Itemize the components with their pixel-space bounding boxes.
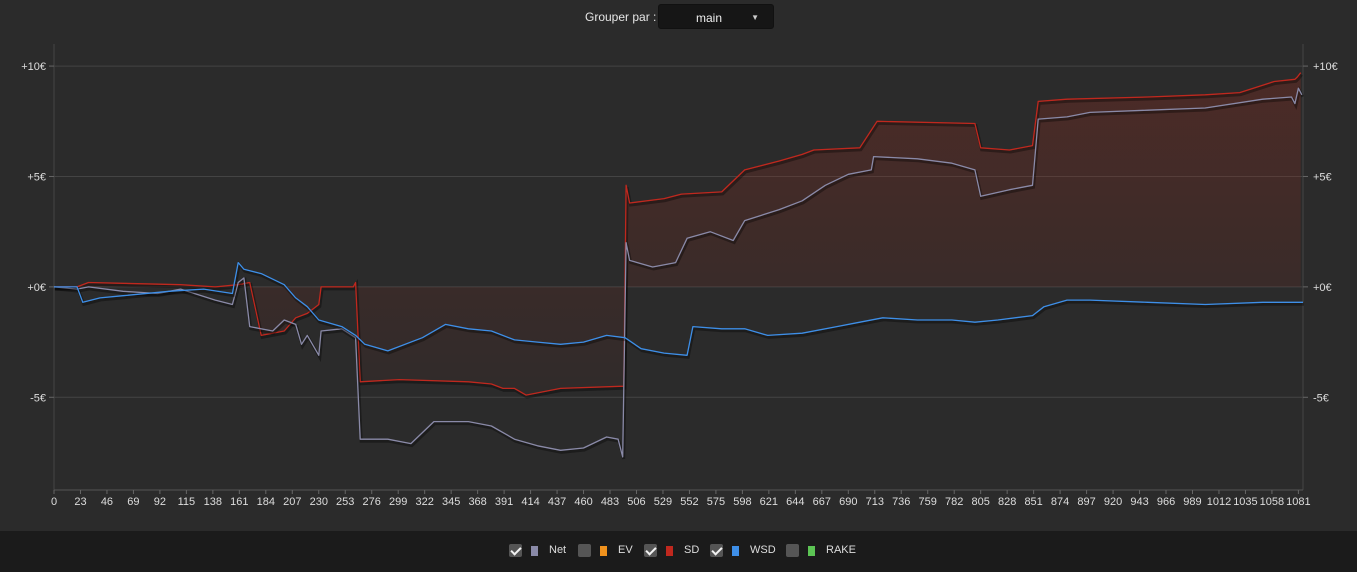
x-tick-label-23: 529 [654, 496, 672, 508]
y-tick-label-right-0: +10€ [1313, 61, 1338, 73]
x-tick-label-12: 276 [363, 496, 381, 508]
legend-label-wsd: WSD [750, 544, 776, 556]
x-tick-label-40: 920 [1104, 496, 1122, 508]
legend: Net EV SD WSD RAKE [0, 531, 1357, 572]
series-sd-area [54, 72, 1301, 396]
chevron-down-icon: ▼ [751, 13, 759, 22]
x-tick-label-29: 667 [813, 496, 831, 508]
x-tick-label-26: 598 [733, 496, 751, 508]
legend-checkbox-wsd[interactable] [710, 544, 723, 557]
x-tick-label-27: 621 [760, 496, 778, 508]
legend-label-net: Net [549, 544, 567, 556]
group-by-label: Grouper par : [585, 10, 657, 24]
x-tick-label-21: 483 [601, 496, 619, 508]
legend-swatch-rake [808, 546, 815, 556]
x-tick-label-44: 1012 [1207, 496, 1231, 508]
x-tick-label-4: 92 [154, 496, 166, 508]
x-tick-label-42: 966 [1157, 496, 1175, 508]
legend-swatch-wsd [732, 546, 739, 556]
x-tick-label-22: 506 [627, 496, 645, 508]
x-tick-label-47: 1081 [1286, 496, 1310, 508]
x-tick-label-17: 391 [495, 496, 513, 508]
x-tick-label-7: 161 [230, 496, 248, 508]
x-tick-label-32: 736 [892, 496, 910, 508]
x-tick-label-0: 0 [51, 496, 57, 508]
y-tick-label-right-2: +0€ [1313, 282, 1332, 294]
x-tick-label-2: 46 [101, 496, 113, 508]
x-tick-label-20: 460 [574, 496, 592, 508]
group-by-select[interactable]: main ▼ [658, 4, 774, 29]
x-tick-label-14: 322 [415, 496, 433, 508]
series-net-shadow [54, 85, 1305, 460]
x-tick-label-41: 943 [1130, 496, 1148, 508]
legend-checkbox-net[interactable] [509, 544, 522, 557]
y-tick-label-left-3: -5€ [30, 392, 46, 404]
x-tick-label-6: 138 [204, 496, 222, 508]
bankroll-chart: +10€ +10€ +5€ +5€ +0€ +0€ -5€ -5€ 0 23 46 69 92 115 13… [21, 44, 1338, 508]
x-tick-label-8: 184 [257, 496, 275, 508]
x-tick-label-30: 690 [839, 496, 857, 508]
y-tick-label-left-2: +0€ [27, 282, 46, 294]
x-tick-label-15: 345 [442, 496, 460, 508]
legend-label-ev: EV [618, 544, 633, 556]
x-tick-label-3: 69 [127, 496, 139, 508]
group-by-value: main [695, 11, 722, 25]
x-tick-label-16: 368 [468, 496, 486, 508]
legend-swatch-ev [600, 546, 607, 556]
x-tick-label-10: 230 [310, 496, 328, 508]
x-tick-label-31: 713 [866, 496, 884, 508]
x-tick-label-46: 1058 [1260, 496, 1284, 508]
y-tick-label-left-1: +5€ [27, 171, 46, 183]
series-net-line [53, 87, 1303, 458]
x-tick-label-45: 1035 [1233, 496, 1257, 508]
x-tick-label-11: 253 [336, 496, 354, 508]
x-tick-label-19: 437 [548, 496, 566, 508]
y-tick-label-right-1: +5€ [1313, 171, 1332, 183]
x-tick-label-9: 207 [283, 496, 301, 508]
x-tick-label-5: 115 [178, 496, 196, 508]
y-tick-label-right-3: -5€ [1313, 392, 1329, 404]
toolbar: Grouper par : main ▼ [0, 0, 1357, 36]
x-tick-label-35: 805 [971, 496, 989, 508]
legend-label-rake: RAKE [826, 544, 856, 556]
series-wsd-line [54, 261, 1303, 356]
legend-checkbox-sd[interactable] [644, 544, 657, 557]
x-tick-label-28: 644 [786, 496, 804, 508]
legend-checkbox-ev[interactable] [578, 544, 591, 557]
legend-swatch-net [531, 546, 538, 556]
x-tick-label-38: 874 [1051, 496, 1069, 508]
legend-swatch-sd [666, 546, 673, 556]
x-tick-label-1: 23 [74, 496, 86, 508]
x-tick-label-34: 782 [945, 496, 963, 508]
legend-checkbox-rake[interactable] [786, 544, 799, 557]
x-tick-label-39: 897 [1077, 496, 1095, 508]
x-tick-label-13: 299 [389, 496, 407, 508]
x-tick-label-37: 851 [1024, 496, 1042, 508]
x-tick-label-36: 828 [998, 496, 1016, 508]
y-tick-label-left-0: +10€ [21, 61, 46, 73]
x-tick-label-43: 989 [1183, 496, 1201, 508]
legend-label-sd: SD [684, 544, 700, 556]
x-tick-label-18: 414 [521, 496, 539, 508]
x-tick-label-33: 759 [919, 496, 937, 508]
x-tick-label-24: 552 [680, 496, 698, 508]
x-tick-label-25: 575 [707, 496, 725, 508]
